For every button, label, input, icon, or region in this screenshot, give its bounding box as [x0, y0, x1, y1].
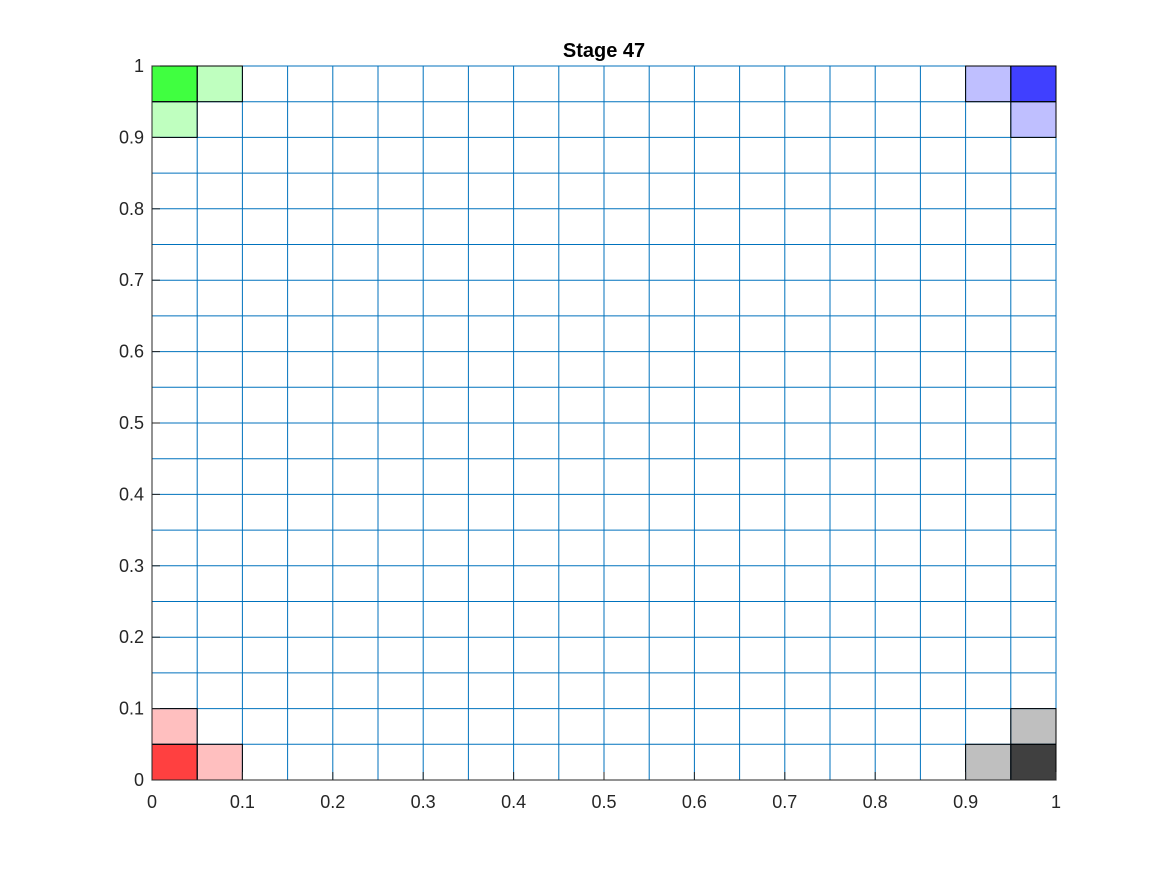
- colored-cell-border: [1010, 101, 1057, 138]
- x-tick-label: 0.7: [772, 792, 797, 812]
- colored-cell: [1010, 708, 1056, 745]
- x-tick-label: 0.3: [411, 792, 436, 812]
- y-tick-label: 0: [134, 770, 144, 790]
- y-tick-label: 0.7: [119, 270, 144, 290]
- y-tick-label: 0.2: [119, 627, 144, 647]
- x-tick-label: 0.8: [863, 792, 888, 812]
- colored-cell-border: [1010, 708, 1057, 745]
- colored-cell-border: [965, 65, 1012, 103]
- colored-cell: [152, 66, 198, 102]
- y-tick-label: 0.5: [119, 413, 144, 433]
- cells-layer: [152, 66, 1056, 780]
- x-tick-label: 0.6: [682, 792, 707, 812]
- colored-cell: [965, 744, 1011, 780]
- grid-layer: [151, 65, 1057, 781]
- colored-cell-border: [196, 65, 243, 103]
- colored-cell: [152, 101, 198, 138]
- x-tick-label: 0.5: [591, 792, 616, 812]
- x-tick-labels: 0 0.1 0.2 0.3 0.4 0.5 0.6 0.7 0.8 0.9 1: [147, 792, 1061, 812]
- y-tick-label: 0.3: [119, 556, 144, 576]
- colored-cell: [152, 708, 198, 745]
- x-tick-label: 1: [1051, 792, 1061, 812]
- y-tick-label: 0.6: [119, 342, 144, 362]
- x-tick-label: 0.1: [230, 792, 255, 812]
- y-tick-label: 0.8: [119, 199, 144, 219]
- colored-cell: [1010, 744, 1056, 780]
- y-tick-labels: 0 0.1 0.2 0.3 0.4 0.5 0.6 0.7 0.8 0.9 1: [119, 56, 144, 790]
- chart-title: Stage 47: [563, 40, 645, 62]
- axes-layer: [151, 65, 1057, 781]
- x-tick-label: 0.4: [501, 792, 526, 812]
- colored-cell: [1010, 101, 1056, 138]
- x-tick-label: 0.2: [320, 792, 345, 812]
- colored-cell: [197, 66, 243, 102]
- x-tick-label: 0.9: [953, 792, 978, 812]
- colored-cell: [197, 744, 243, 780]
- colored-cell: [152, 744, 198, 780]
- y-tick-label: 1: [134, 56, 144, 76]
- y-tick-label: 0.9: [119, 127, 144, 147]
- colored-cell: [1010, 66, 1056, 102]
- x-tick-label: 0: [147, 792, 157, 812]
- y-tick-label: 0.4: [119, 484, 144, 504]
- y-tick-label: 0.1: [119, 699, 144, 719]
- colored-cell: [965, 66, 1011, 102]
